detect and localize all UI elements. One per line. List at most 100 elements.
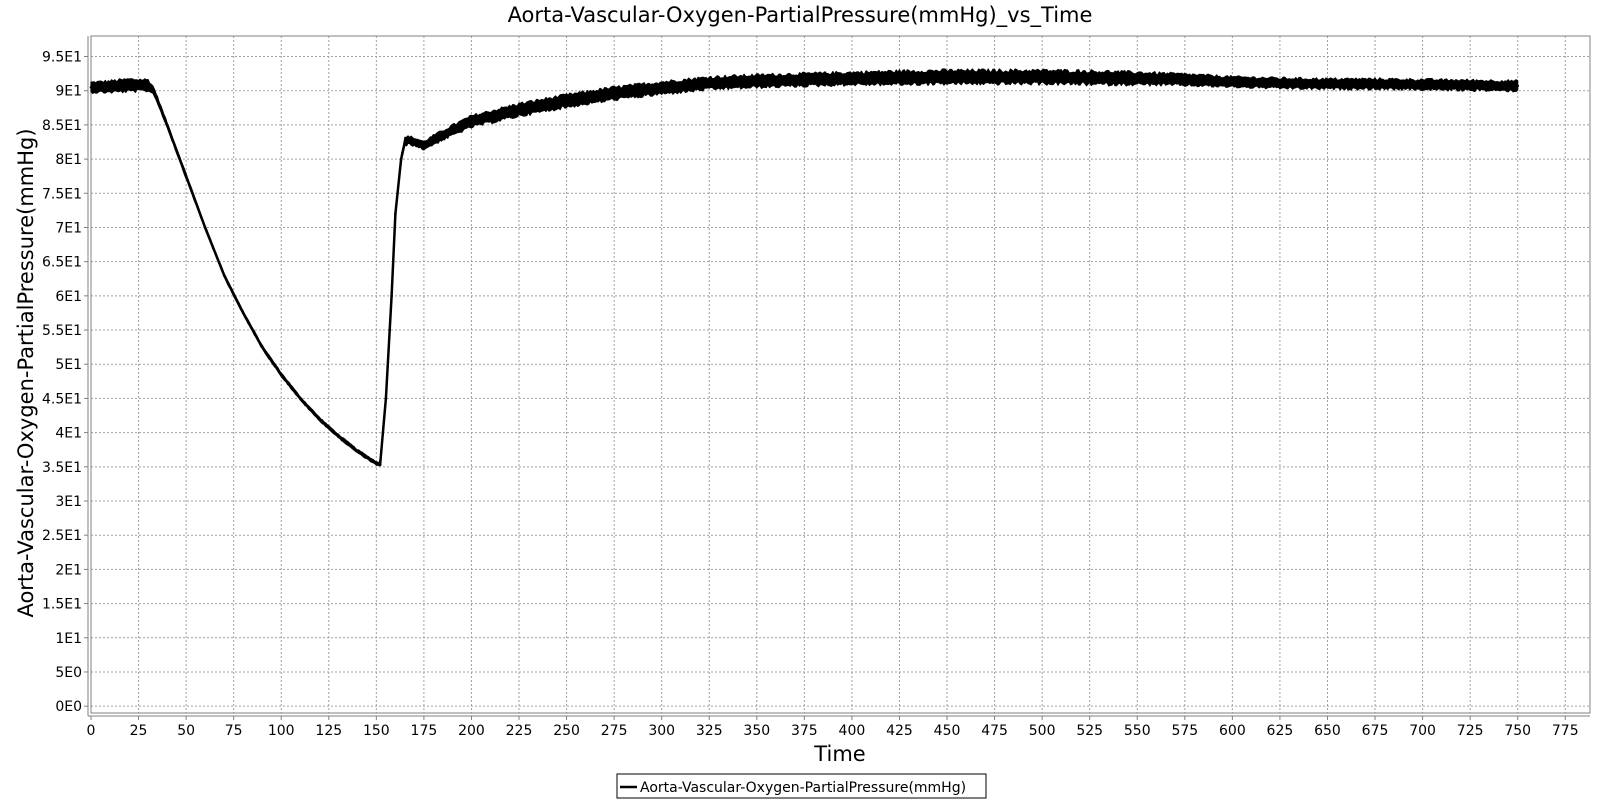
data-point: [152, 89, 156, 93]
data-point: [184, 174, 188, 178]
y-tick-label: 1E1: [55, 631, 82, 647]
data-point: [127, 83, 131, 87]
series-band: [90, 68, 1519, 467]
data-point: [89, 85, 93, 89]
data-point: [165, 123, 169, 127]
x-tick-label: 500: [1029, 723, 1056, 739]
x-tick-label: 550: [1124, 723, 1151, 739]
y-axis-title: Aorta-Vascular-Oxygen-PartialPressure(mm…: [14, 128, 38, 617]
x-tick-label: 475: [981, 723, 1008, 739]
data-point: [260, 345, 264, 349]
x-tick-label: 0: [87, 723, 96, 739]
x-tick-label: 575: [1171, 723, 1198, 739]
y-tick-label: 3.5E1: [42, 460, 82, 476]
data-point: [1326, 82, 1329, 86]
data-point: [203, 226, 207, 229]
x-tick-label: 250: [553, 723, 580, 739]
x-tick-label: 600: [1219, 723, 1246, 739]
data-point: [241, 311, 245, 315]
data-point: [279, 373, 283, 376]
y-tick-label: 5E0: [55, 665, 82, 681]
x-tick-label: 450: [934, 723, 961, 739]
legend-label: Aorta-Vascular-Oxygen-PartialPressure(mm…: [640, 780, 966, 796]
x-tick-label: 325: [696, 723, 723, 739]
data-point: [356, 449, 359, 453]
data-point: [403, 140, 407, 144]
y-tick-label: 6.5E1: [42, 255, 82, 271]
data-point: [565, 99, 568, 103]
x-tick-label: 725: [1457, 723, 1484, 739]
chart-title: Aorta-Vascular-Oxygen-PartialPressure(mm…: [508, 3, 1093, 28]
x-tick-label: 375: [791, 723, 818, 739]
data-point: [375, 462, 378, 465]
x-tick-label: 775: [1552, 723, 1579, 739]
data-point: [1231, 80, 1234, 84]
data-point: [755, 79, 759, 83]
data-point: [660, 86, 663, 90]
data-point: [298, 397, 302, 400]
y-tick-label: 5.5E1: [42, 323, 82, 339]
data-point: [146, 83, 150, 87]
data-point: [108, 85, 112, 88]
x-axis-title: Time: [813, 742, 865, 766]
x-tick-label: 650: [1314, 723, 1341, 739]
data-point: [407, 138, 410, 142]
data-point: [451, 129, 454, 132]
x-tick-label: 300: [648, 723, 675, 739]
x-tick-label: 100: [268, 723, 295, 739]
data-point: [517, 108, 521, 112]
x-tick-label: 150: [363, 723, 390, 739]
legend-box: [616, 773, 987, 799]
data-point: [222, 274, 226, 277]
x-tick-label: 225: [506, 723, 533, 739]
data-point: [1040, 75, 1044, 79]
data-point: [470, 120, 473, 123]
y-tick-label: 7.5E1: [42, 186, 82, 202]
data-point: [1468, 83, 1472, 87]
legend: Aorta-Vascular-Oxygen-PartialPressure(mm…: [616, 773, 987, 799]
y-tick-label: 2.5E1: [42, 528, 82, 544]
plot-frame: [90, 35, 1591, 714]
data-point: [336, 434, 340, 438]
data-point: [1373, 82, 1377, 86]
data-point: [612, 92, 616, 95]
data-point: [1421, 83, 1424, 86]
x-tick-label: 175: [411, 723, 438, 739]
data-point: [413, 140, 416, 144]
data-point: [378, 463, 382, 467]
y-tick-label: 9E1: [55, 84, 82, 100]
data-point: [803, 78, 806, 82]
data-point: [384, 397, 388, 400]
y-tick-label: 2E1: [55, 562, 82, 578]
data-point: [394, 212, 397, 216]
plot-area: 0 25 50 75 100 125 150 175 200 225 250 275 300 325 350…: [42, 35, 1591, 739]
data-point: [422, 144, 426, 147]
data-point: [850, 77, 854, 80]
x-tick-label: 700: [1409, 723, 1436, 739]
x-tick-label: 400: [839, 723, 866, 739]
x-tick-label: 625: [1267, 723, 1294, 739]
data-point: [317, 417, 321, 421]
y-tick-label: 4E1: [55, 426, 82, 442]
y-tick-label: 8E1: [55, 152, 82, 168]
plot-background: [91, 36, 1590, 713]
x-tick-label: 350: [743, 723, 770, 739]
x-tick-label: 425: [886, 723, 913, 739]
data-point: [1183, 78, 1187, 82]
data-point: [399, 157, 403, 161]
x-tick-label: 200: [458, 723, 485, 739]
y-tick-label: 4.5E1: [42, 391, 82, 407]
data-point: [707, 81, 711, 85]
data-point: [390, 294, 393, 298]
data-point: [993, 75, 996, 79]
x-tick-label: 275: [601, 723, 628, 739]
data-point: [1516, 84, 1520, 88]
y-tick-label: 6E1: [55, 289, 82, 305]
x-tick-label: 25: [130, 723, 148, 739]
y-tick-label: 3E1: [55, 494, 82, 510]
data-point: [898, 76, 901, 80]
x-tick-label: 75: [225, 723, 243, 739]
data-point: [1278, 81, 1282, 85]
data-point: [945, 75, 949, 79]
y-tick-label: 7E1: [55, 220, 82, 236]
